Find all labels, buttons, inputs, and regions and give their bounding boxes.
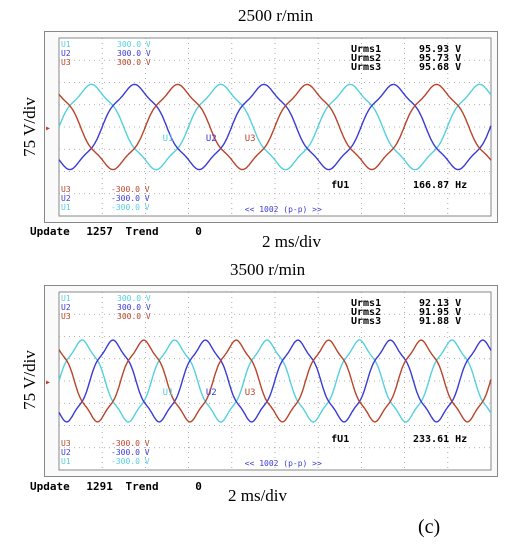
- channel-bottom-name: U3: [61, 439, 71, 448]
- reading-label: Urms1: [351, 298, 381, 309]
- channel-bottom-name: U2: [61, 448, 71, 457]
- panel-label: (c): [418, 516, 441, 538]
- channel-top-name: U1: [61, 40, 71, 49]
- update-value-2: 1291: [86, 480, 113, 493]
- channel-bottom-name: U1: [61, 457, 71, 466]
- x-axis-label-1: 2 ms/div: [262, 232, 322, 251]
- reading-label: Urms2: [351, 53, 381, 64]
- channel-top-value: 300.0 V: [117, 49, 151, 58]
- reading-value: 91.88 V: [419, 316, 461, 327]
- scope-screen-2: ▸ U1 U2 U3 U1 300.0 V U2 300.0 V U3 300.0 V U3 -300…: [44, 285, 498, 477]
- update-label-1: Update: [30, 225, 70, 238]
- series-line-u1: [58, 339, 492, 423]
- channel-top-value: 300.0 V: [117, 312, 151, 321]
- channel-top-name: U2: [61, 303, 71, 312]
- reading-value: 95.73 V: [419, 53, 461, 64]
- y-axis-label-1: 75 V/div: [20, 97, 39, 157]
- channel-top-name: U3: [61, 58, 71, 67]
- channel-top-value: 300.0 V: [117, 40, 151, 49]
- reading-label: Urms3: [351, 316, 381, 327]
- freq-value: 166.87 Hz: [413, 180, 467, 191]
- channel-bottom-value: -300.0 V: [111, 439, 150, 448]
- series-line-u1: [58, 83, 492, 171]
- series-label-u2: U2: [206, 388, 217, 398]
- series-label-u1: U1: [163, 134, 174, 144]
- record-length: << 1002 (p-p) >>: [245, 205, 322, 214]
- trend-label-1: Trend: [125, 225, 159, 238]
- channel-top-name: U2: [61, 49, 71, 58]
- channel-top-value: 300.0 V: [117, 58, 151, 67]
- channel-bottom-value: -300.0 V: [111, 194, 150, 203]
- chart-title-2: 3500 r/min: [230, 260, 306, 279]
- reading-value: 95.68 V: [419, 62, 461, 73]
- channel-bottom-value: -300.0 V: [111, 185, 150, 194]
- channel-bottom-name: U2: [61, 194, 71, 203]
- channel-top-value: 300.0 V: [117, 303, 151, 312]
- record-length: << 1002 (p-p) >>: [245, 459, 322, 468]
- reading-value: 92.13 V: [419, 298, 461, 309]
- reading-label: Urms2: [351, 307, 381, 318]
- channel-bottom-value: -300.0 V: [111, 457, 150, 466]
- series-label-u3: U3: [245, 388, 256, 398]
- reading-label: Urms3: [351, 62, 381, 73]
- series-line-u2: [58, 339, 492, 423]
- x-axis-label-2: 2 ms/div: [228, 486, 288, 505]
- reading-value: 95.93 V: [419, 44, 461, 55]
- channel-top-name: U3: [61, 312, 71, 321]
- series-label-u1: U1: [163, 388, 174, 398]
- channel-bottom-name: U1: [61, 203, 71, 212]
- freq-label: fU1: [331, 180, 349, 191]
- channel-bottom-name: U3: [61, 185, 71, 194]
- channel-bottom-value: -300.0 V: [111, 448, 150, 457]
- trend-value-2: 0: [195, 480, 202, 493]
- series-label-u2: U2: [206, 134, 217, 144]
- chart-title-1: 2500 r/min: [238, 6, 314, 25]
- status-footer-2: Update 1291 Trend 0: [30, 480, 202, 493]
- zero-marker: ▸: [45, 123, 51, 134]
- zero-marker: ▸: [45, 377, 51, 388]
- channel-top-name: U1: [61, 294, 71, 303]
- series-line-u3: [58, 339, 492, 423]
- reading-value: 91.95 V: [419, 307, 461, 318]
- y-axis-label-2: 75 V/div: [20, 350, 39, 410]
- reading-label: Urms1: [351, 44, 381, 55]
- freq-label: fU1: [331, 434, 349, 445]
- series-label-u3: U3: [245, 134, 256, 144]
- trend-value-1: 0: [195, 225, 202, 238]
- freq-value: 233.61 Hz: [413, 434, 467, 445]
- trend-label-2: Trend: [125, 480, 159, 493]
- update-value-1: 1257: [86, 225, 113, 238]
- series-line-u3: [58, 83, 492, 171]
- series-line-u2: [58, 83, 492, 171]
- status-footer-1: Update 1257 Trend 0: [30, 225, 202, 238]
- channel-top-value: 300.0 V: [117, 294, 151, 303]
- channel-bottom-value: -300.0 V: [111, 203, 150, 212]
- update-label-2: Update: [30, 480, 70, 493]
- scope-screen-1: ▸ U1 U2 U3 U1 300.0 V U2 300.0 V U3 300.0 V U3 -300…: [44, 31, 498, 223]
